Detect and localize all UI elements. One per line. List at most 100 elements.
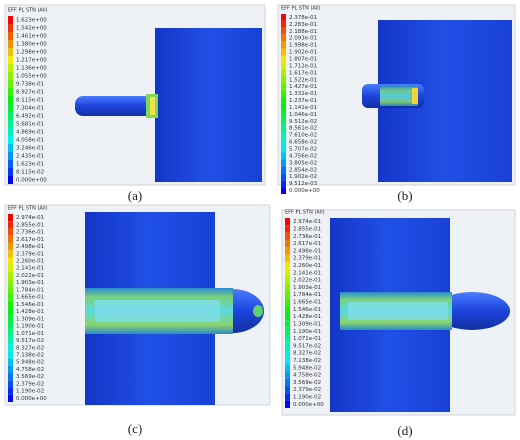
legend-swatch: [281, 14, 286, 21]
legend-label: 1.428e-01: [293, 314, 321, 320]
legend-label: 1.141e-01: [289, 105, 317, 111]
legend-label: 0.000e+00: [16, 396, 47, 402]
legend-label: 2.141e-01: [16, 266, 44, 272]
legend-label: 4.869e-01: [16, 130, 44, 136]
panel: EFF PL STN (All)2.378e-012.283e-012.188e…: [278, 5, 515, 203]
legend-swatch: [8, 257, 13, 264]
panel: EFF PL STN (All)2.974e-012.855e-012.736e…: [282, 210, 515, 438]
legend-label: 2.260e-01: [293, 263, 321, 269]
panel: EFF PL STN (All)2.974e-012.855e-012.736e…: [5, 205, 270, 436]
legend-label: 8.927e-01: [16, 90, 44, 96]
legend-label: 7.138e-02: [16, 353, 44, 359]
legend-label: 5.681e-01: [16, 122, 44, 128]
legend-swatch: [281, 62, 286, 69]
legend-swatch: [281, 35, 286, 42]
legend-label: 3.805e-02: [289, 160, 317, 166]
legend-swatch: [285, 350, 290, 357]
legend-label: 1.546e-01: [293, 307, 321, 313]
legend-swatch: [285, 298, 290, 305]
legend-swatch: [8, 236, 13, 243]
legend-label: 2.260e-01: [16, 259, 44, 265]
legend-swatch: [285, 276, 290, 283]
legend-swatch: [8, 359, 13, 366]
legend-swatch: [8, 265, 13, 272]
legend-label: 1.298e+00: [16, 50, 47, 56]
legend-label: 9.512e-02: [289, 119, 317, 125]
legend-swatch: [285, 335, 290, 342]
legend-label: 1.237e-01: [289, 98, 317, 104]
legend-label: 8.561e-02: [289, 126, 317, 132]
legend-swatch: [8, 48, 13, 56]
legend-swatch: [8, 214, 13, 221]
legend-swatch: [285, 269, 290, 276]
legend-swatch: [8, 16, 13, 24]
legend-swatch: [281, 159, 286, 166]
legend-swatch: [8, 228, 13, 235]
panel-caption: (d): [397, 423, 412, 438]
legend-swatch: [285, 313, 290, 320]
legend-swatch: [285, 328, 290, 335]
legend-swatch: [281, 90, 286, 97]
legend-swatch: [8, 301, 13, 308]
legend-label: 9.517e-02: [293, 343, 321, 349]
legend-swatch: [8, 24, 13, 32]
legend-swatch: [285, 364, 290, 371]
legend-label: 1.428e-01: [16, 309, 44, 315]
legend-label: 2.855e-01: [293, 226, 321, 232]
legend-label: 6.658e-02: [289, 140, 317, 146]
legend-swatch: [281, 152, 286, 159]
legend-label: 0.000e+00: [293, 402, 324, 408]
legend-label: 9.512e-03: [289, 181, 318, 187]
legend-label: 1.623e+00: [16, 18, 47, 24]
panel-caption: (c): [128, 421, 142, 436]
legend-label: 4.058e-01: [16, 138, 44, 144]
legend-swatch: [285, 262, 290, 269]
legend-swatch: [285, 386, 290, 393]
panels: EFF PL STN (All)1.623e+001.542e+001.461e…: [5, 5, 515, 438]
legend-swatch: [8, 168, 13, 176]
legend-swatch: [281, 180, 286, 187]
legend-label: 5.948e-02: [293, 365, 321, 371]
legend-label: 1.190e-01: [293, 329, 321, 335]
panel-caption: (a): [128, 188, 142, 203]
legend-label: 2.617e-01: [16, 237, 44, 243]
legend-label: 1.309e-01: [16, 316, 44, 322]
legend-swatch: [285, 371, 290, 378]
legend-swatch: [285, 320, 290, 327]
legend-swatch: [281, 21, 286, 28]
legend-swatch: [8, 64, 13, 72]
legend-swatch: [8, 250, 13, 257]
legend-swatch: [8, 272, 13, 279]
legend-label: 1.055e+00: [16, 74, 47, 80]
legend-swatch: [281, 49, 286, 56]
legend-label: 0.000e+00: [16, 178, 47, 184]
legend-label: 1.136e+00: [16, 66, 47, 72]
legend-label: 2.379e-02: [293, 387, 321, 393]
legend-swatch: [281, 56, 286, 63]
legend-swatch: [8, 136, 13, 144]
legend-swatch: [285, 393, 290, 400]
legend-label: 2.736e-01: [293, 234, 321, 240]
legend-swatch: [8, 330, 13, 337]
legend-label: 1.190e-01: [16, 324, 44, 330]
legend-label: 1.807e-01: [289, 57, 317, 63]
legend-swatch: [8, 176, 13, 184]
legend-swatch: [8, 128, 13, 136]
contact-zone: [412, 88, 418, 104]
legend-label: 2.188e-01: [289, 29, 317, 35]
legend-swatch: [281, 28, 286, 35]
legend-swatch: [285, 284, 290, 291]
legend-swatch: [281, 173, 286, 180]
legend-swatch: [8, 144, 13, 152]
legend-label: 2.379e-01: [293, 256, 321, 262]
legend-label: 0.000e+00: [289, 188, 320, 194]
legend-swatch: [8, 120, 13, 128]
projectile-core: [95, 300, 220, 322]
legend-label: 1.623e-01: [16, 162, 44, 168]
legend-label: 7.304e-01: [16, 106, 44, 112]
legend-swatch: [285, 306, 290, 313]
legend-label: 8.327e-02: [16, 345, 44, 351]
legend-label: 3.569e-02: [16, 374, 44, 380]
target-plate: [155, 28, 262, 182]
legend-swatch: [281, 118, 286, 125]
